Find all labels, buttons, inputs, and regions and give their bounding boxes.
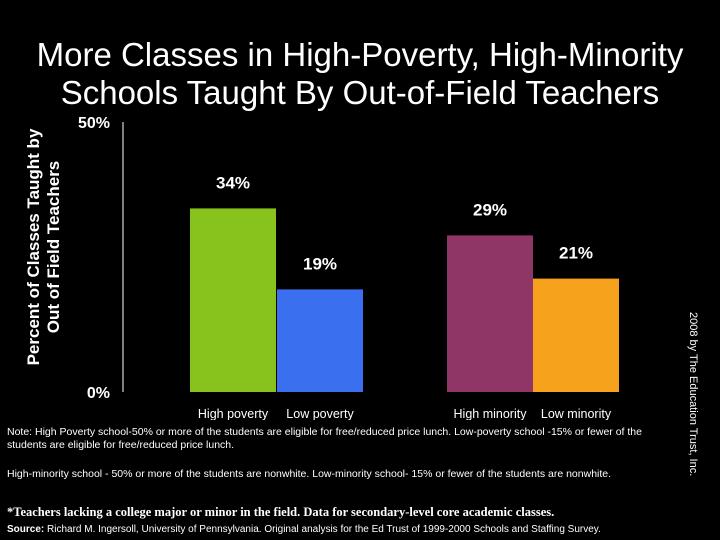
source-line: Source: Richard M. Ingersoll, University…	[7, 524, 707, 535]
bar-low-poverty	[277, 289, 363, 392]
bar-value-label: 19%	[303, 254, 337, 273]
note-poverty: Note: High Poverty school-50% or more of…	[7, 426, 642, 451]
source-text: Richard M. Ingersoll, University of Penn…	[44, 524, 601, 535]
bar-chart: 0% 50% 34% 19% 29% 21% High poverty Low pover…	[78, 115, 619, 420]
bars	[190, 208, 619, 392]
chart-title: More Classes in High-Poverty, High-Minor…	[36, 36, 684, 111]
y-tick-label: 0%	[87, 385, 110, 402]
y-ticks: 0% 50%	[78, 115, 110, 402]
y-tick-label: 50%	[78, 115, 110, 132]
category-label: Low minority	[541, 407, 612, 420]
bar-high-minority	[447, 235, 533, 392]
category-label: High poverty	[198, 407, 269, 420]
side-credit: 2008 by The Education Trust, Inc.	[687, 312, 699, 477]
bar-high-poverty	[190, 208, 276, 392]
note-minority: High-minority school - 50% or more of th…	[7, 468, 612, 480]
source-label: Source:	[7, 524, 45, 535]
category-label: High minority	[454, 407, 528, 420]
footnote: *Teachers lacking a college major or min…	[7, 505, 555, 519]
category-labels: High poverty Low poverty High minority Low …	[198, 407, 612, 420]
bar-value-label: 34%	[216, 173, 250, 192]
bar-low-minority	[533, 278, 619, 392]
bar-value-labels: 34% 19% 29% 21%	[216, 173, 593, 273]
category-label: Low poverty	[286, 407, 354, 420]
bar-value-label: 29%	[473, 200, 507, 219]
bar-value-label: 21%	[559, 244, 593, 263]
